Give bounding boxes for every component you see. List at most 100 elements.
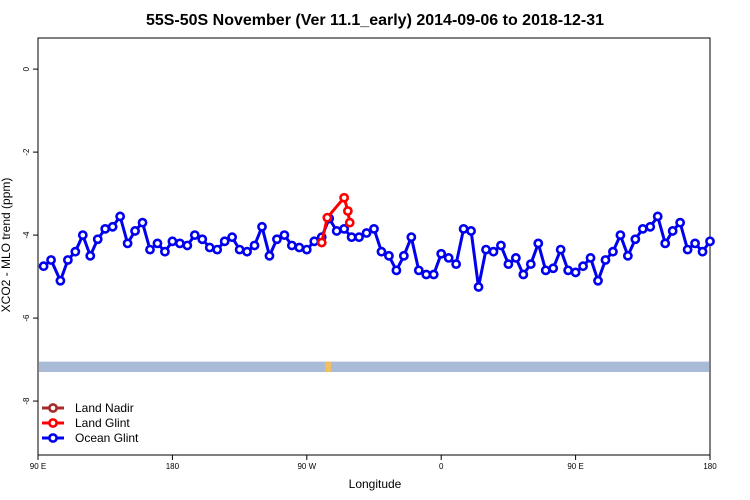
ocean-glint-point [398, 250, 409, 261]
ocean-glint-point [376, 246, 387, 257]
ocean-glint-point [107, 221, 118, 232]
ocean-glint-point [294, 242, 305, 253]
ocean-glint-point [197, 234, 208, 245]
ocean-glint-point [77, 230, 88, 240]
ocean-glint-point [413, 265, 424, 276]
ocean-glint-point [46, 255, 56, 265]
plot-area: 0 -2 -4 -6 -8 90 E 180 90 W 0 90 E 180 [22, 37, 717, 471]
ocean-glint-point [339, 223, 350, 234]
ocean-glint-point [593, 275, 603, 286]
ocean-glint-point [630, 234, 641, 245]
land-glint-point [316, 237, 327, 248]
chart-title: 55S-50S November (Ver 11.1_early) 2014-0… [146, 12, 604, 29]
ocean-glint-point [496, 240, 506, 251]
x-axis-label: Longitude [349, 477, 402, 491]
ocean-glint-point [167, 236, 178, 247]
y-tick-label: 0 [22, 66, 31, 71]
ocean-glint-point [145, 244, 155, 255]
x-tick-label: 180 [166, 462, 180, 471]
y-tick-label: -2 [22, 148, 31, 156]
ocean-glint-point [62, 255, 73, 265]
ocean-glint-point [451, 259, 462, 270]
ocean-glint-point [585, 253, 596, 263]
ocean-glint-point [264, 250, 275, 261]
land-glint-point [339, 192, 350, 203]
ocean-glint-point [570, 267, 581, 278]
ocean-glint-point [227, 232, 238, 243]
ocean-glint-point [182, 240, 193, 251]
ocean-glint-point [152, 238, 163, 249]
legend-marker-land-nadir [48, 403, 58, 413]
ocean-glint-point [525, 259, 536, 270]
ocean-glint-point [174, 238, 185, 249]
ocean-glint-point [466, 226, 476, 236]
ocean-glint-point [488, 246, 499, 257]
ocean-glint-point [682, 244, 693, 255]
plot-frame [37, 37, 711, 456]
y-tick-label: -6 [22, 314, 31, 322]
ocean-glint-point [384, 250, 394, 261]
land-glint-point [344, 217, 355, 228]
ocean-glint-point [38, 261, 49, 272]
ocean-glint-point [272, 234, 282, 245]
land-glint-point [322, 212, 333, 223]
ocean-glint-point [257, 221, 267, 232]
ocean-glint-point [421, 269, 432, 280]
ocean-glint-point [369, 223, 379, 234]
ocean-glint-point [548, 263, 559, 274]
ocean-glint-point [70, 246, 81, 257]
ocean-glint-point [100, 223, 111, 234]
legend-label-land-nadir: Land Nadir [75, 401, 134, 415]
ocean-glint-point [242, 246, 252, 257]
ocean-glint-point [354, 232, 364, 243]
ocean-glint-point [555, 244, 566, 255]
ocean-glint-point [540, 265, 551, 276]
ocean-glint-point [406, 232, 417, 243]
ocean-glint-point [518, 269, 529, 280]
ocean-glint-point [600, 255, 611, 265]
ocean-glint-point [533, 238, 544, 249]
ocean-glint-point [705, 236, 715, 247]
ocean-glint-point [55, 275, 66, 286]
ocean-glint-point [391, 265, 402, 276]
surface-band [39, 361, 709, 373]
ocean-glint-point [697, 246, 708, 257]
ocean-glint-point [510, 253, 521, 263]
ocean-glint-point [622, 250, 633, 261]
ocean-glint-point [675, 217, 686, 228]
ocean-glint-point [652, 211, 663, 222]
land-segment [325, 361, 332, 373]
ocean-glint-point [249, 240, 260, 251]
ocean-glint-point [160, 246, 170, 257]
legend-label-ocean-glint: Ocean Glint [75, 431, 139, 445]
ocean-glint-point [219, 236, 230, 247]
ocean-glint-point [458, 223, 469, 234]
y-axis-label: XCO2 - MLO trend (ppm) [0, 178, 13, 313]
y-tick-label: -8 [22, 397, 31, 405]
ocean-glint-point [503, 259, 514, 270]
ocean-glint-point [436, 248, 447, 259]
ocean-glint-point [189, 230, 200, 240]
ocean-glint-point [660, 238, 671, 249]
ocean-glint-point [608, 246, 618, 257]
ocean-glint-point [443, 253, 454, 263]
x-tick-label: 180 [703, 462, 717, 471]
ocean-glint-point [115, 211, 126, 222]
ocean-glint-point [361, 228, 372, 238]
land-glint-point [342, 206, 353, 216]
x-tick-label: 0 [439, 462, 444, 471]
ocean-glint-point [481, 244, 491, 255]
x-tick-label: 90 E [567, 462, 583, 471]
ocean-glint-point [85, 250, 96, 261]
x-tick-label: 90 W [297, 462, 316, 471]
ocean-glint-point [346, 232, 357, 243]
legend-marker-land-glint [48, 418, 58, 428]
ocean-glint-point [645, 221, 656, 232]
ocean-glint-point [428, 269, 439, 280]
ocean-glint-point [301, 244, 312, 255]
ocean-glint-point [92, 234, 103, 245]
ocean-glint-point [309, 236, 320, 247]
ocean-glint-point [212, 244, 223, 255]
